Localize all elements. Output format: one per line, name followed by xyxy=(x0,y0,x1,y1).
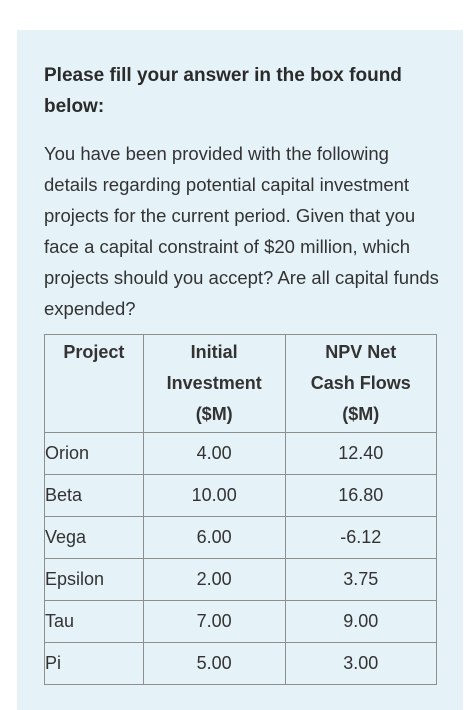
table-header-row: Project Initial Investment ($M) NPV Net … xyxy=(44,334,438,433)
initial-investment-cell: 5.00 xyxy=(142,642,286,685)
header-npv-line1: NPV Net xyxy=(325,342,397,362)
initial-investment-cell: 7.00 xyxy=(142,600,286,643)
table-row: Beta 10.00 16.80 xyxy=(44,474,438,517)
project-name-cell: Orion xyxy=(44,432,144,475)
project-name-cell: Epsilon xyxy=(44,558,144,601)
initial-investment-cell: 6.00 xyxy=(142,516,286,559)
project-name-cell: Beta xyxy=(44,474,144,517)
table-row: Vega 6.00 -6.12 xyxy=(44,516,438,559)
project-name-cell: Pi xyxy=(44,642,144,685)
table-row: Orion 4.00 12.40 xyxy=(44,432,438,475)
project-name-cell: Vega xyxy=(44,516,144,559)
npv-cell: 12.40 xyxy=(284,432,438,475)
header-project-label: Project xyxy=(63,342,125,362)
header-npv-line3: ($M) xyxy=(342,404,380,424)
header-project: Project xyxy=(44,334,144,433)
project-name-cell: Tau xyxy=(44,600,144,643)
header-initial-investment: Initial Investment ($M) xyxy=(142,334,286,433)
npv-cell: 3.75 xyxy=(284,558,438,601)
table-row: Pi 5.00 3.00 xyxy=(44,642,438,685)
table-row: Tau 7.00 9.00 xyxy=(44,600,438,643)
npv-cell: 3.00 xyxy=(284,642,438,685)
table-row: Epsilon 2.00 3.75 xyxy=(44,558,438,601)
initial-investment-cell: 10.00 xyxy=(142,474,286,517)
header-npv-line2: Cash Flows xyxy=(310,373,411,393)
question-text: You have been provided with the followin… xyxy=(44,143,439,319)
initial-investment-cell: 2.00 xyxy=(142,558,286,601)
question-card: Please fill your answer in the box found… xyxy=(17,30,463,710)
instruction-heading: Please fill your answer in the box found… xyxy=(44,65,402,117)
npv-cell: -6.12 xyxy=(284,516,438,559)
npv-cell: 9.00 xyxy=(284,600,438,643)
header-initial-line1: Initial xyxy=(190,342,238,362)
npv-cell: 16.80 xyxy=(284,474,438,517)
initial-investment-cell: 4.00 xyxy=(142,432,286,475)
header-initial-line2: Investment xyxy=(166,373,262,393)
projects-table: Project Initial Investment ($M) NPV Net … xyxy=(44,334,438,685)
header-initial-line3: ($M) xyxy=(195,404,233,424)
header-npv-cash-flows: NPV Net Cash Flows ($M) xyxy=(284,334,438,433)
